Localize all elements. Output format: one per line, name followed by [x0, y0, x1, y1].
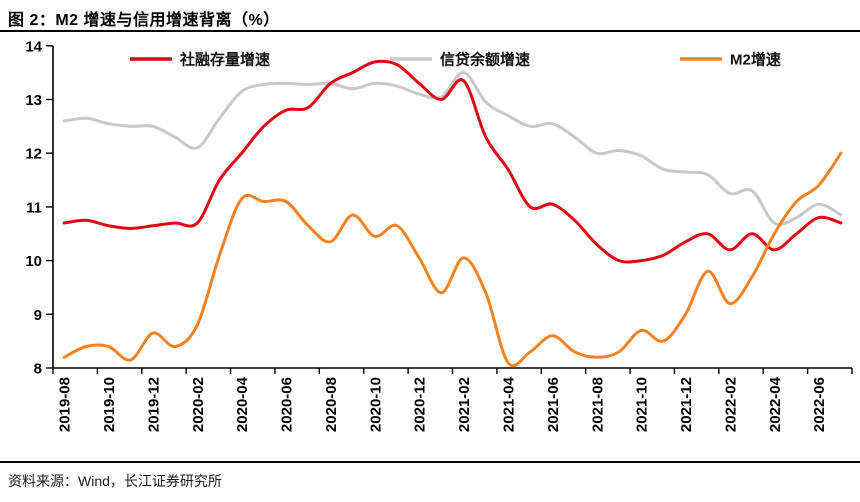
series-line-m2-growth — [62, 151, 843, 368]
x-axis-tick-label: 2019-10 — [101, 377, 118, 432]
x-axis-tick-label: 2019-12 — [145, 377, 162, 432]
chart-area: 8 9 10 11 12 13 14 2019-08 2019-10 2019-12 2020-02… — [0, 32, 860, 460]
source-footer: 资料来源：Wind，长江证券研究所 — [0, 461, 860, 502]
x-axis-tick-label: 2021-04 — [500, 376, 517, 432]
series-line-credit-growth — [62, 71, 843, 226]
x-axis-tick-label: 2022-04 — [767, 376, 784, 432]
y-axis-tick-label: 9 — [34, 307, 42, 324]
legend-label-m2-growth: M2增速 — [730, 51, 781, 69]
figure-title: 图 2：M2 增速与信用增速背离（%） — [8, 12, 280, 29]
y-axis-tick-label: 14 — [25, 38, 42, 55]
source-text: 资料来源：Wind，长江证券研究所 — [8, 473, 222, 489]
line-chart-canvas: 8 9 10 11 12 13 14 2019-08 2019-10 2019-12 2020-02… — [25, 38, 853, 432]
x-axis-tick-label: 2020-10 — [367, 377, 384, 432]
x-axis-tick-label: 2021-12 — [678, 377, 695, 432]
x-axis-tick-label: 2022-02 — [722, 377, 739, 432]
y-axis-tick-label: 10 — [25, 253, 42, 270]
x-axis-tick-label: 2020-08 — [323, 377, 340, 432]
y-axis-tick-label: 11 — [26, 199, 42, 216]
series-line-tsf-growth — [62, 59, 843, 264]
x-axis-tick-label: 2021-06 — [545, 377, 562, 432]
figure-header: 图 2：M2 增速与信用增速背离（%） — [0, 0, 860, 32]
x-axis-tick-label: 2021-02 — [456, 377, 473, 432]
legend-label-credit-growth: 信贷余额增速 — [440, 51, 530, 69]
x-axis-tick-label: 2020-02 — [190, 377, 207, 432]
y-axis-tick-label: 12 — [25, 146, 42, 163]
x-axis-tick-label: 2019-08 — [57, 377, 74, 432]
x-axis-tick-label: 2021-10 — [634, 377, 651, 432]
legend-label-tsf-growth: 社融存量增速 — [179, 51, 270, 69]
y-axis-tick-label: 8 — [34, 361, 42, 378]
x-axis-tick-label: 2020-12 — [412, 377, 429, 432]
y-axis-tick-label: 13 — [25, 92, 42, 109]
x-axis-tick-label: 2020-04 — [234, 376, 251, 432]
x-axis-tick-label: 2021-08 — [589, 377, 606, 432]
x-axis-tick-label: 2022-06 — [811, 377, 828, 432]
x-axis-tick-label: 2020-06 — [279, 377, 296, 432]
